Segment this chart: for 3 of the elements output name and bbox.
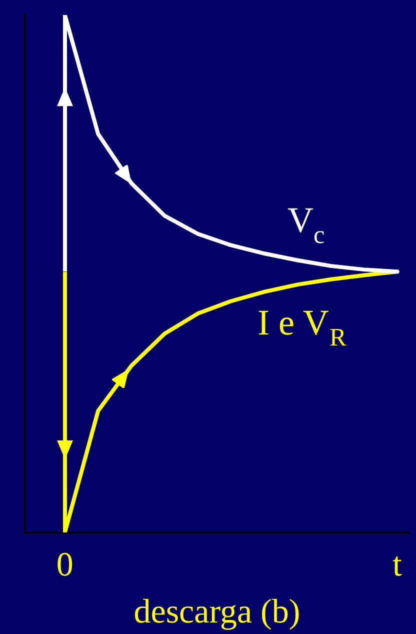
x-axis-title: descarga (b) xyxy=(134,594,300,631)
x-tick-label: t xyxy=(392,546,403,584)
x-tick-label: 0 xyxy=(56,546,74,584)
